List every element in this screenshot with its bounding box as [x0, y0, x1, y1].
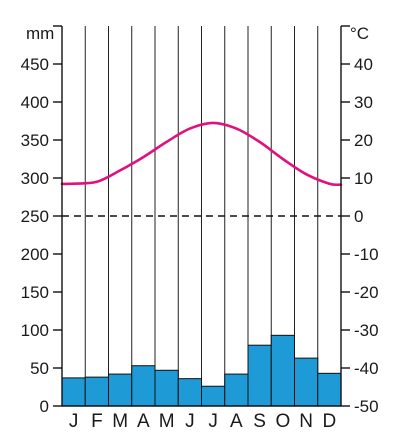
- right-tick-label: 10: [354, 169, 373, 188]
- month-label: J: [208, 411, 218, 432]
- right-axis-unit: °C: [350, 24, 369, 43]
- precipitation-bar: [132, 366, 155, 406]
- month-label: A: [137, 411, 150, 432]
- month-label: M: [112, 411, 128, 432]
- month-label: S: [253, 411, 266, 432]
- right-tick-label: 0: [354, 207, 363, 226]
- left-tick-label: 400: [21, 93, 49, 112]
- month-label: F: [91, 411, 103, 432]
- right-tick-label: -50: [354, 397, 379, 416]
- precipitation-bar: [248, 345, 271, 406]
- precipitation-bar: [225, 374, 248, 406]
- precipitation-bar: [202, 386, 225, 406]
- left-tick-label: 250: [21, 207, 49, 226]
- month-label: D: [323, 411, 337, 432]
- left-tick-label: 0: [40, 397, 49, 416]
- precipitation-bar: [178, 379, 201, 406]
- month-label: J: [185, 411, 195, 432]
- right-tick-label: -10: [354, 245, 379, 264]
- precipitation-bar: [62, 378, 85, 406]
- month-label: N: [299, 411, 313, 432]
- right-tick-label: -40: [354, 359, 379, 378]
- right-tick-label: 20: [354, 131, 373, 150]
- precipitation-bar: [85, 377, 108, 406]
- left-tick-label: 50: [30, 359, 49, 378]
- month-label: J: [69, 411, 79, 432]
- month-label: M: [159, 411, 175, 432]
- left-tick-label: 200: [21, 245, 49, 264]
- precipitation-bar: [295, 358, 318, 406]
- left-tick-label: 350: [21, 131, 49, 150]
- month-label: A: [230, 411, 243, 432]
- left-tick-label: 100: [21, 321, 49, 340]
- right-tick-label: -20: [354, 283, 379, 302]
- left-tick-label: 150: [21, 283, 49, 302]
- precipitation-bar: [271, 335, 294, 406]
- left-axis-unit: mm: [26, 24, 54, 43]
- left-tick-label: 300: [21, 169, 49, 188]
- precipitation-bar: [155, 370, 178, 406]
- precipitation-bar: [109, 374, 132, 406]
- right-tick-label: 40: [354, 55, 373, 74]
- precipitation-bar: [318, 373, 341, 406]
- right-tick-label: 30: [354, 93, 373, 112]
- right-tick-label: -30: [354, 321, 379, 340]
- left-tick-label: 450: [21, 55, 49, 74]
- month-label: O: [275, 411, 290, 432]
